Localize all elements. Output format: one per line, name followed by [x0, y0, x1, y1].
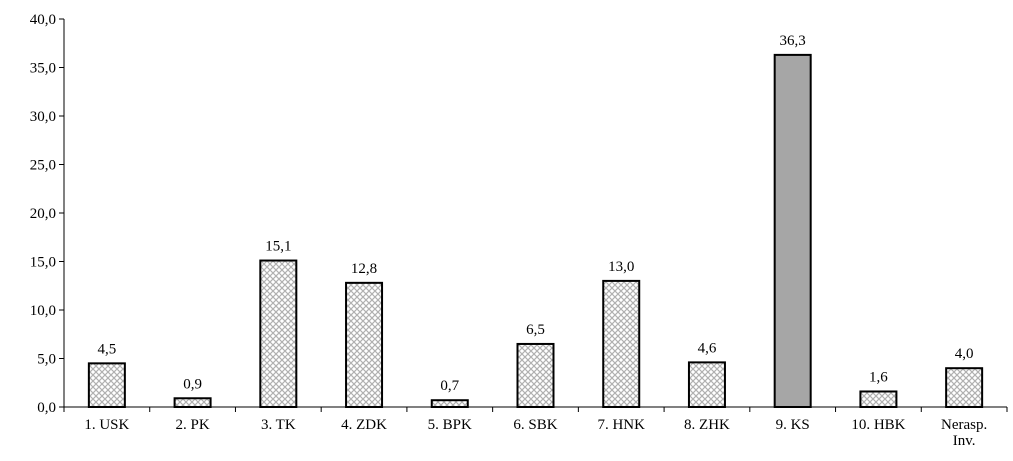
y-tick-label: 0,0: [37, 400, 56, 416]
bar: [689, 362, 725, 407]
category-label-line: 8. ZHK: [684, 417, 730, 433]
data-labels: 4,5 0,9 15,1 12,8 0,7 6,5 13,0 4,6 36,3 1,6 4,0: [97, 33, 973, 394]
bar: [175, 398, 211, 407]
y-tick-label: 10,0: [30, 303, 56, 319]
bars: [89, 55, 982, 407]
y-tick-label: 35,0: [30, 61, 56, 77]
category-label: 3. TK: [261, 417, 296, 433]
bar: [89, 363, 125, 407]
category-label: 9. KS: [776, 417, 810, 433]
category-label-line: Nerasp.: [941, 417, 987, 433]
y-tick-label: 15,0: [30, 255, 56, 271]
category-label-line: Inv.: [953, 433, 976, 449]
y-tick-label: 30,0: [30, 109, 56, 125]
data-label: 0,7: [440, 378, 459, 394]
category-label: Nerasp. Inv.: [941, 417, 987, 449]
category-label-line: 9. KS: [776, 417, 810, 433]
category-label-line: 7. HNK: [597, 417, 645, 433]
bar: [946, 368, 982, 407]
category-label-line: 3. TK: [261, 417, 296, 433]
data-label: 0,9: [183, 376, 202, 392]
bar: [860, 391, 896, 407]
x-axis: 1. USK 2. PK 3. TK 4. ZDK 5. BPK 6. SBK 7. HNK…: [64, 407, 1007, 449]
data-label: 4,0: [955, 346, 974, 362]
data-label: 13,0: [608, 259, 634, 275]
category-label-line: 6. SBK: [513, 417, 557, 433]
bar: [518, 344, 554, 407]
data-label: 4,5: [97, 341, 116, 357]
data-label: 12,8: [351, 261, 377, 277]
category-label: 10. HBK: [851, 417, 905, 433]
bar: [603, 281, 639, 407]
category-label: 4. ZDK: [341, 417, 387, 433]
category-label: 6. SBK: [513, 417, 557, 433]
category-label: 7. HNK: [597, 417, 645, 433]
bar: [346, 283, 382, 407]
y-tick-label: 20,0: [30, 206, 56, 222]
data-label: 4,6: [698, 340, 717, 356]
y-tick-label: 25,0: [30, 158, 56, 174]
y-axis: 0,0 5,0 10,0 15,0 20,0 25,0 30,0 35,0 40,0: [30, 12, 64, 416]
category-label: 8. ZHK: [684, 417, 730, 433]
bar: [432, 400, 468, 407]
data-label: 1,6: [869, 369, 888, 385]
category-label-line: 4. ZDK: [341, 417, 387, 433]
category-label: 2. PK: [175, 417, 209, 433]
data-label: 36,3: [780, 33, 806, 49]
y-tick-label: 5,0: [37, 352, 56, 368]
category-label-line: 1. USK: [84, 417, 129, 433]
bar: [260, 261, 296, 407]
y-tick-label: 40,0: [30, 12, 56, 28]
category-label: 5. BPK: [428, 417, 472, 433]
data-label: 6,5: [526, 322, 545, 338]
category-label: 1. USK: [84, 417, 129, 433]
category-label-line: 2. PK: [175, 417, 209, 433]
category-label-line: 10. HBK: [851, 417, 905, 433]
bar: [775, 55, 811, 407]
category-label-line: 5. BPK: [428, 417, 472, 433]
data-label: 15,1: [265, 239, 291, 255]
